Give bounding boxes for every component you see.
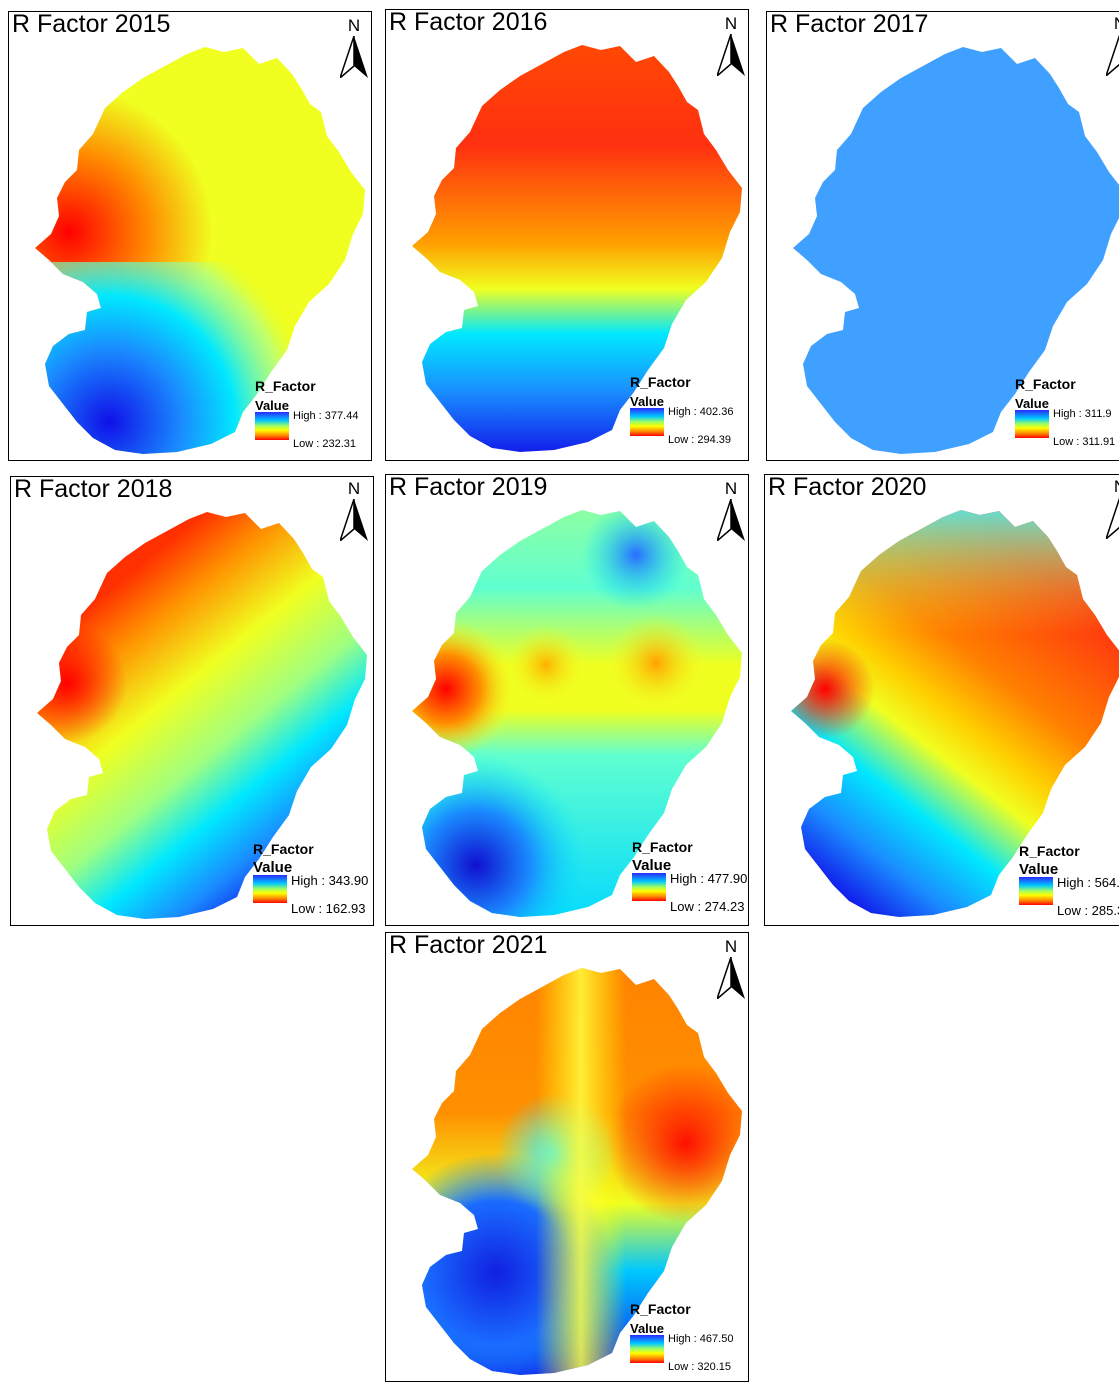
legend-high: High : 343.90 <box>291 873 369 888</box>
legend-low: Low : 320.15 <box>668 1361 731 1373</box>
north-arrow-icon <box>340 499 368 541</box>
north-label: N <box>347 16 361 35</box>
map-2019 <box>412 510 742 917</box>
legend: R_Factor Value High : 564.0 Low : 285.32 <box>1019 843 1119 925</box>
color-ramp <box>255 412 289 440</box>
legend-high: High : 402.36 <box>668 406 734 418</box>
color-ramp <box>1015 410 1049 438</box>
color-ramp <box>1019 877 1053 905</box>
legend-subtitle: Value <box>632 857 672 874</box>
panel-title: R Factor 2021 <box>389 932 548 959</box>
legend-title: R_Factor <box>1019 843 1080 859</box>
north-arrow: N <box>714 479 748 545</box>
north-label: N <box>1103 14 1119 34</box>
panel-title: R Factor 2019 <box>389 474 548 501</box>
legend-subtitle: Value <box>1015 396 1049 411</box>
legend-subtitle: Value <box>253 859 293 876</box>
legend: R_Factor Value High : 377.44 Low : 232.3… <box>255 378 371 460</box>
map-panel-2020: R Factor 2020 N R_Factor Value High : 56… <box>764 474 1119 926</box>
legend-high: High : 564.0 <box>1057 875 1119 890</box>
legend-low: Low : 311.91 <box>1053 436 1116 448</box>
legend: R_Factor Value High : 467.50 Low : 320.1… <box>630 1301 748 1381</box>
panel-title: R Factor 2020 <box>768 474 927 501</box>
legend-title: R_Factor <box>630 1301 691 1317</box>
north-arrow-icon <box>717 499 745 541</box>
north-arrow: N <box>714 937 748 1003</box>
legend-high: High : 377.44 <box>293 410 359 422</box>
legend-title: R_Factor <box>632 839 693 855</box>
map-panel-2018: R Factor 2018 N R_Factor Value High : 34… <box>10 476 374 926</box>
legend-subtitle: Value <box>1019 861 1059 878</box>
map-2016 <box>412 45 742 452</box>
color-ramp <box>632 873 666 901</box>
legend-low: Low : 162.93 <box>291 901 366 916</box>
map-2015 <box>35 47 365 454</box>
map-panel-2021: R Factor 2021 N R_Factor Value High : 46… <box>385 932 749 1382</box>
north-arrow: N <box>337 16 371 82</box>
panel-title: R Factor 2017 <box>770 11 929 38</box>
north-label: N <box>724 937 738 956</box>
legend-title: R_Factor <box>253 841 314 857</box>
legend-high: High : 467.50 <box>668 1333 734 1345</box>
map-panel-2019: R Factor 2019 N R_Factor Value High : 47… <box>385 474 749 926</box>
panel-title: R Factor 2015 <box>12 11 171 38</box>
panel-title: R Factor 2018 <box>14 476 173 503</box>
legend: R_Factor Value High : 311.9 Low : 311.91 <box>1015 376 1119 460</box>
legend-title: R_Factor <box>1015 376 1076 392</box>
color-ramp <box>253 875 287 903</box>
legend-low: Low : 285.32 <box>1057 903 1119 918</box>
legend-subtitle: Value <box>630 1321 664 1336</box>
north-arrow-icon <box>1106 34 1119 76</box>
map-2020 <box>791 510 1119 917</box>
north-label: N <box>1103 477 1119 497</box>
legend-low: Low : 232.31 <box>293 438 356 450</box>
north-arrow: N <box>337 479 371 545</box>
legend-high: High : 477.90 <box>670 871 748 886</box>
legend-subtitle: Value <box>255 398 289 413</box>
map-panel-2017: R Factor 2017 N R_Factor Value High : 31… <box>766 11 1119 461</box>
north-arrow-icon <box>717 34 745 76</box>
color-ramp <box>630 1335 664 1363</box>
map-2021 <box>412 968 742 1375</box>
north-arrow: N <box>1103 477 1119 543</box>
legend-title: R_Factor <box>630 374 691 390</box>
north-arrow-icon <box>717 957 745 999</box>
legend-high: High : 311.9 <box>1053 408 1112 420</box>
map-panel-2015: R Factor 2015 N R_Factor Value High : 37… <box>8 11 372 461</box>
north-arrow-icon <box>340 36 368 78</box>
north-arrow: N <box>714 14 748 80</box>
north-label: N <box>724 14 738 33</box>
legend: R_Factor Value High : 343.90 Low : 162.9… <box>253 841 373 925</box>
legend-low: Low : 294.39 <box>668 434 731 446</box>
north-arrow-icon <box>1106 497 1119 539</box>
legend-title: R_Factor <box>255 378 316 394</box>
legend: R_Factor Value High : 477.90 Low : 274.2… <box>632 839 748 923</box>
legend: R_Factor Value High : 402.36 Low : 294.3… <box>630 374 748 458</box>
legend-low: Low : 274.23 <box>670 899 745 914</box>
color-ramp <box>630 408 664 436</box>
north-label: N <box>347 479 361 498</box>
map-panel-2016: R Factor 2016 N R_Factor Value High : 40… <box>385 9 749 461</box>
north-arrow: N <box>1103 14 1119 80</box>
panel-title: R Factor 2016 <box>389 9 548 36</box>
north-label: N <box>724 479 738 498</box>
legend-subtitle: Value <box>630 394 664 409</box>
map-2018 <box>37 512 367 919</box>
